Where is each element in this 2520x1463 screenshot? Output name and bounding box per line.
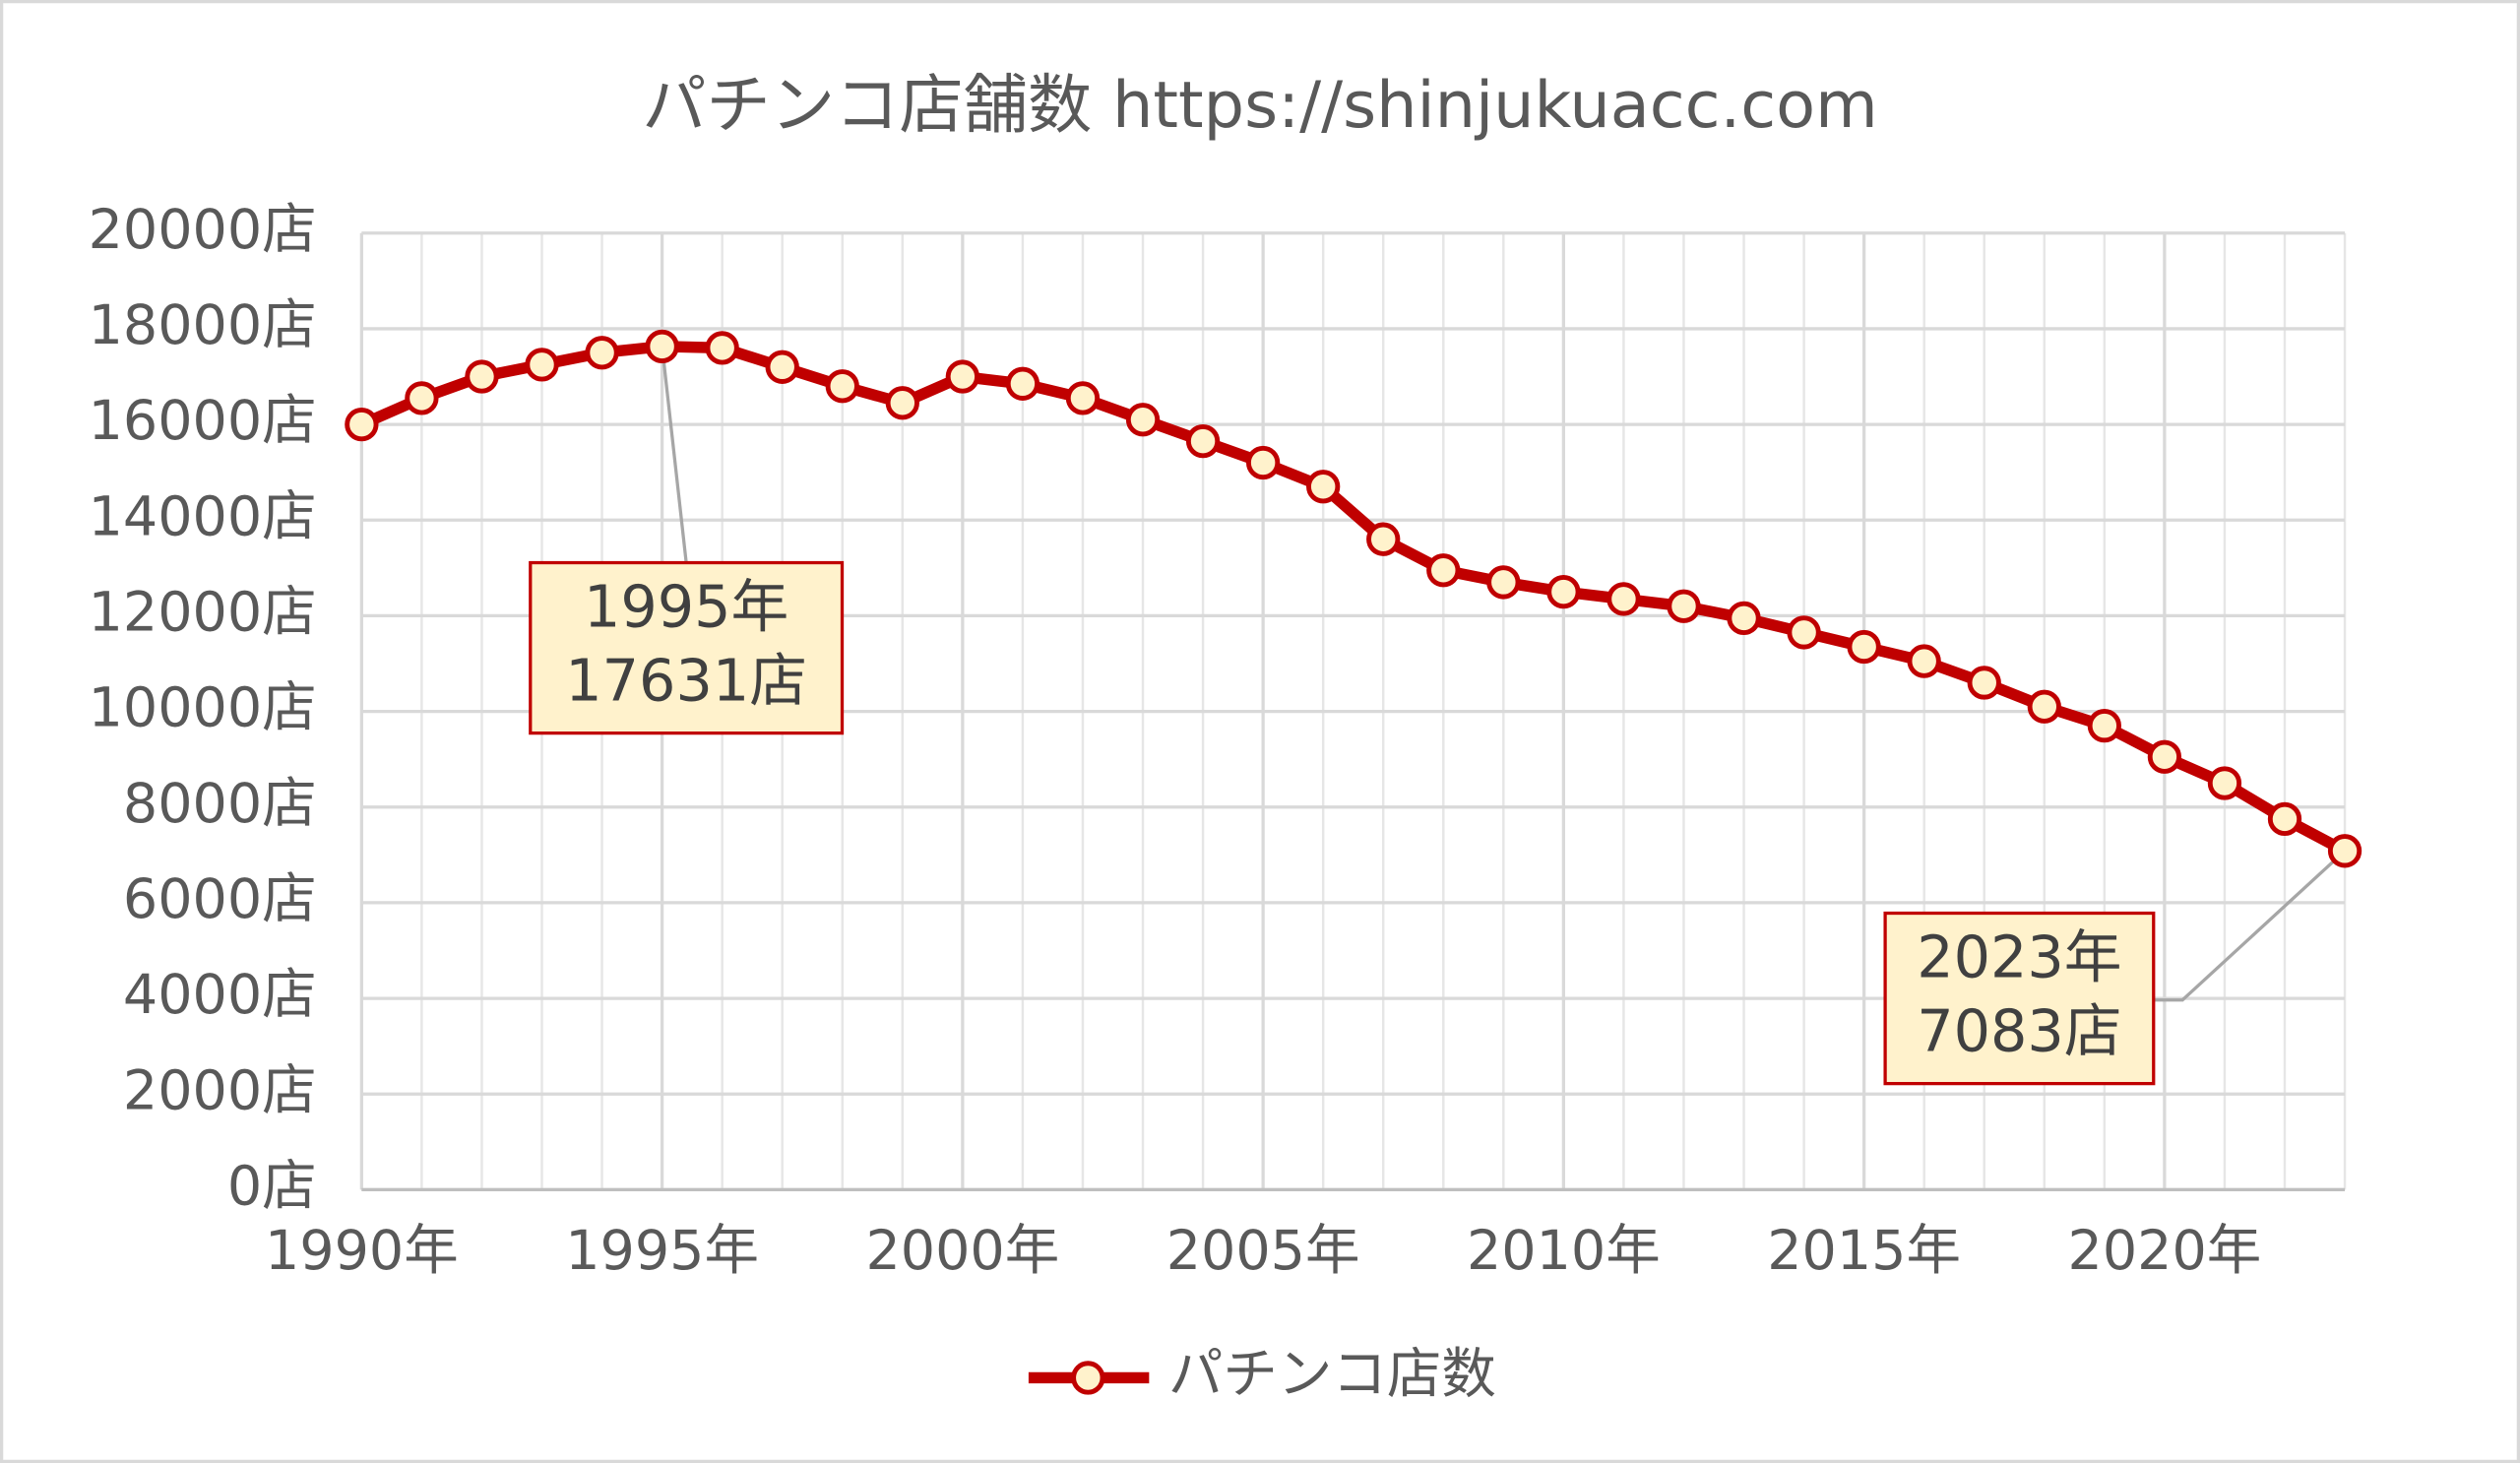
data-point <box>825 369 859 404</box>
data-point <box>465 359 499 394</box>
data-point <box>2327 834 2362 868</box>
data-point <box>1125 403 1161 437</box>
annotation-text: 1995年 <box>584 573 788 641</box>
data-point <box>1486 565 1521 600</box>
x-tick-label: 2015年 <box>1767 1219 1961 1283</box>
data-point <box>1787 615 1821 650</box>
annotation-leader <box>2153 850 2347 1002</box>
annotation-box <box>529 560 845 735</box>
data-point <box>765 350 799 384</box>
chart-title: パチンコ店舗数 https://shinjukuacc.com <box>642 68 1877 143</box>
data-point <box>2027 689 2061 724</box>
annotation-box <box>1883 911 2156 1086</box>
data-point <box>1306 470 1341 504</box>
data-point <box>525 348 559 382</box>
y-tick-label: 14000店 <box>89 484 317 548</box>
annotation-text: 17631店 <box>565 647 807 715</box>
y-tick-label: 18000店 <box>89 293 317 357</box>
x-tick-label: 2005年 <box>1166 1219 1360 1283</box>
data-point <box>2207 766 2242 800</box>
series-line <box>359 341 2348 857</box>
data-point <box>1907 644 1941 678</box>
x-tick-label: 2010年 <box>1467 1219 1661 1283</box>
y-tick-label: 0店 <box>227 1155 317 1219</box>
data-point <box>2087 709 2121 743</box>
y-tick-label: 8000店 <box>123 772 317 836</box>
x-tick-label: 1995年 <box>565 1219 759 1283</box>
data-point <box>1546 574 1581 609</box>
x-tick-label: 1990年 <box>265 1219 459 1283</box>
data-point <box>1366 522 1401 556</box>
data-point <box>1667 589 1701 623</box>
data-point <box>1245 445 1281 480</box>
y-tick-label: 12000店 <box>89 581 317 645</box>
data-point <box>405 381 439 415</box>
annotation-text: 7083店 <box>1917 997 2121 1065</box>
data-point <box>1847 629 1881 665</box>
x-tick-label: 2000年 <box>865 1219 1059 1283</box>
data-point <box>705 331 739 365</box>
x-tick-label: 2020年 <box>2068 1219 2262 1283</box>
data-point <box>645 329 679 364</box>
data-point <box>1967 666 2001 700</box>
data-point <box>2267 801 2302 837</box>
data-point <box>1606 582 1641 616</box>
data-point <box>345 407 379 442</box>
y-tick-label: 6000店 <box>123 867 317 931</box>
data-point <box>945 359 980 394</box>
data-point <box>1005 366 1040 401</box>
y-tick-label: 16000店 <box>89 389 317 453</box>
y-tick-label: 20000店 <box>89 198 317 262</box>
data-point <box>1727 601 1761 636</box>
y-tick-label: 10000店 <box>89 676 317 740</box>
legend-label: パチンコ店数 <box>1168 1343 1496 1407</box>
data-point <box>2147 739 2182 774</box>
data-point <box>885 386 919 420</box>
data-point <box>585 336 619 370</box>
annotation-leader <box>660 346 688 563</box>
data-point <box>1426 553 1461 588</box>
legend-marker <box>1071 1361 1105 1395</box>
y-tick-label: 4000店 <box>123 963 317 1027</box>
annotation-text: 2023年 <box>1917 923 2121 991</box>
y-tick-label: 2000店 <box>123 1058 317 1122</box>
data-point <box>1065 381 1101 415</box>
data-point <box>1185 423 1221 459</box>
